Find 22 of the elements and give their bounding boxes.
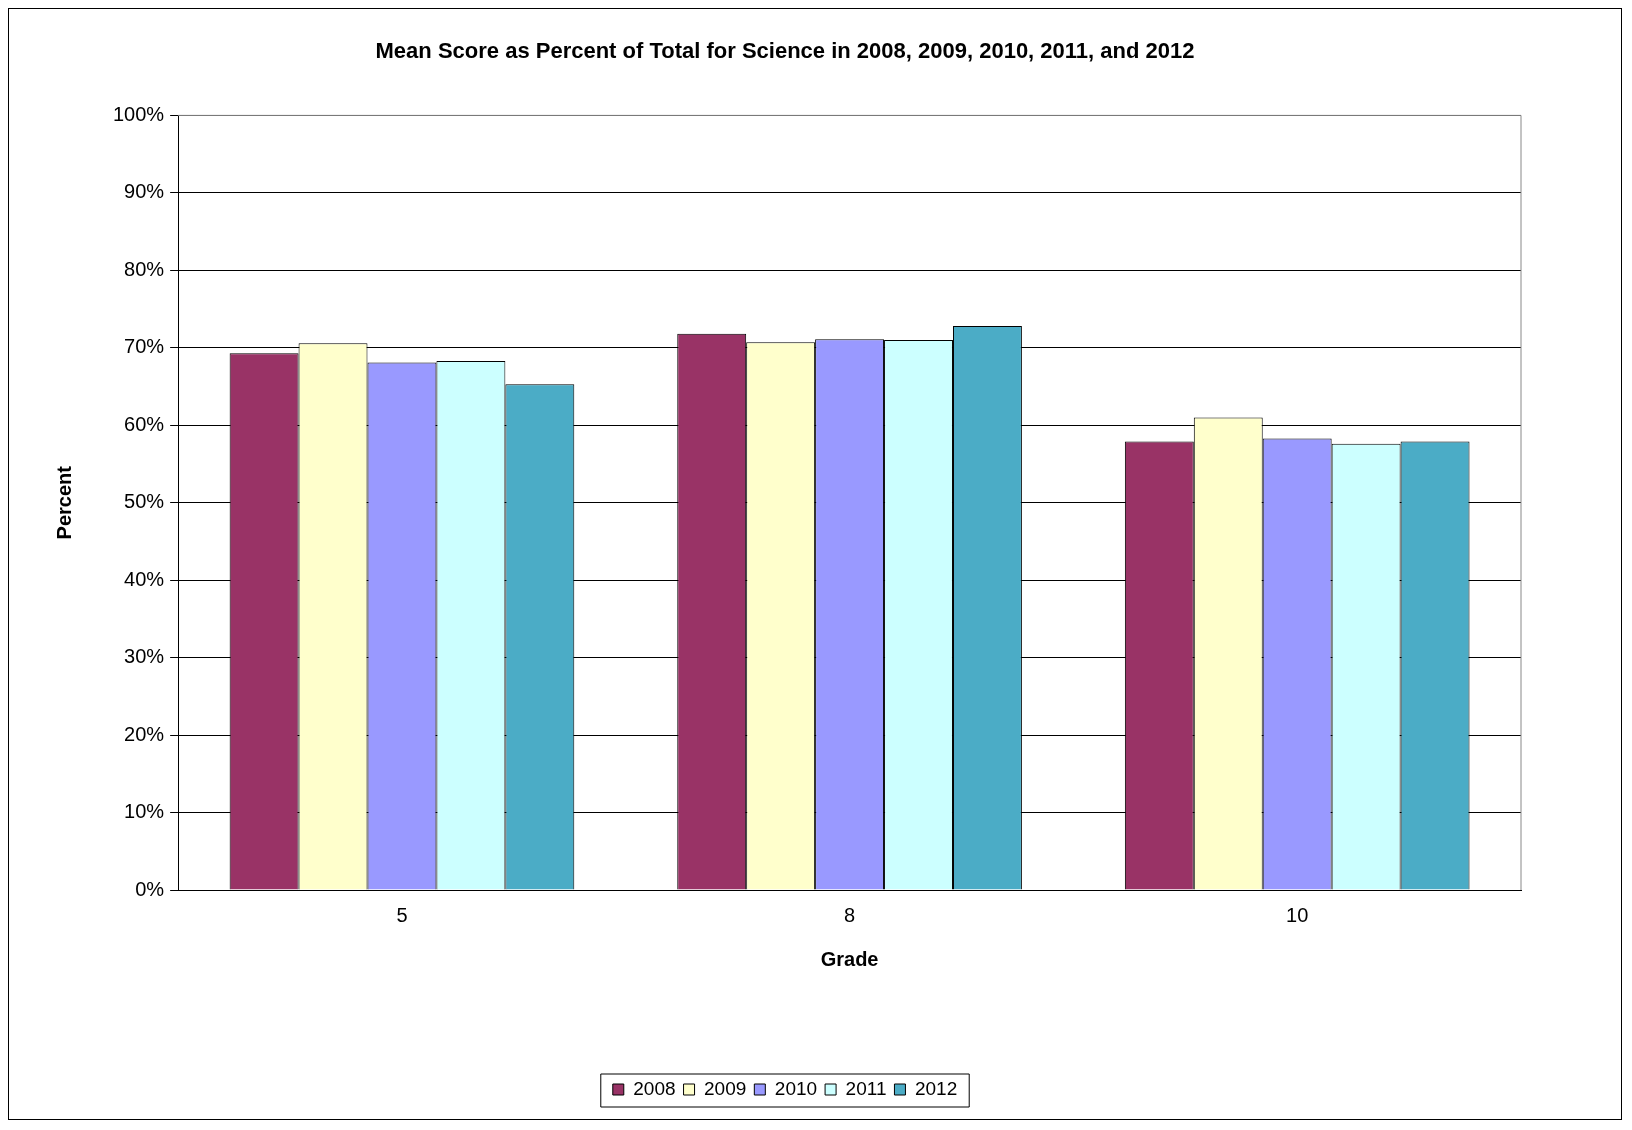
x-tick-label: 8	[844, 903, 856, 926]
y-tick-label: 80%	[124, 257, 165, 280]
legend-label: 2012	[914, 1077, 958, 1099]
y-tick-label: 60%	[124, 412, 165, 435]
x-axis-title: Grade	[820, 947, 879, 970]
legend-label: 2010	[774, 1077, 818, 1099]
chart-title: Mean Score as Percent of Total for Science in 2008, 2009, 2010, 2011, and 2012	[375, 38, 1195, 64]
y-tick-label: 40%	[124, 567, 165, 590]
y-tick-label: 10%	[124, 800, 165, 823]
y-tick-label: 70%	[124, 335, 165, 358]
legend-label: 2011	[845, 1077, 887, 1099]
y-tick-label: 100%	[113, 102, 165, 125]
y-axis-title: Percent	[52, 465, 75, 540]
y-tick-label: 90%	[124, 180, 165, 203]
legend-label: 2009	[704, 1077, 747, 1099]
y-tick-label: 20%	[124, 722, 165, 745]
x-tick-label: 5	[396, 903, 408, 926]
legend-label: 2008	[633, 1077, 676, 1099]
y-tick-label: 30%	[124, 645, 165, 668]
y-tick-label: 0%	[135, 877, 165, 900]
x-tick-label: 10	[1286, 903, 1309, 926]
y-tick-label: 50%	[124, 490, 165, 513]
